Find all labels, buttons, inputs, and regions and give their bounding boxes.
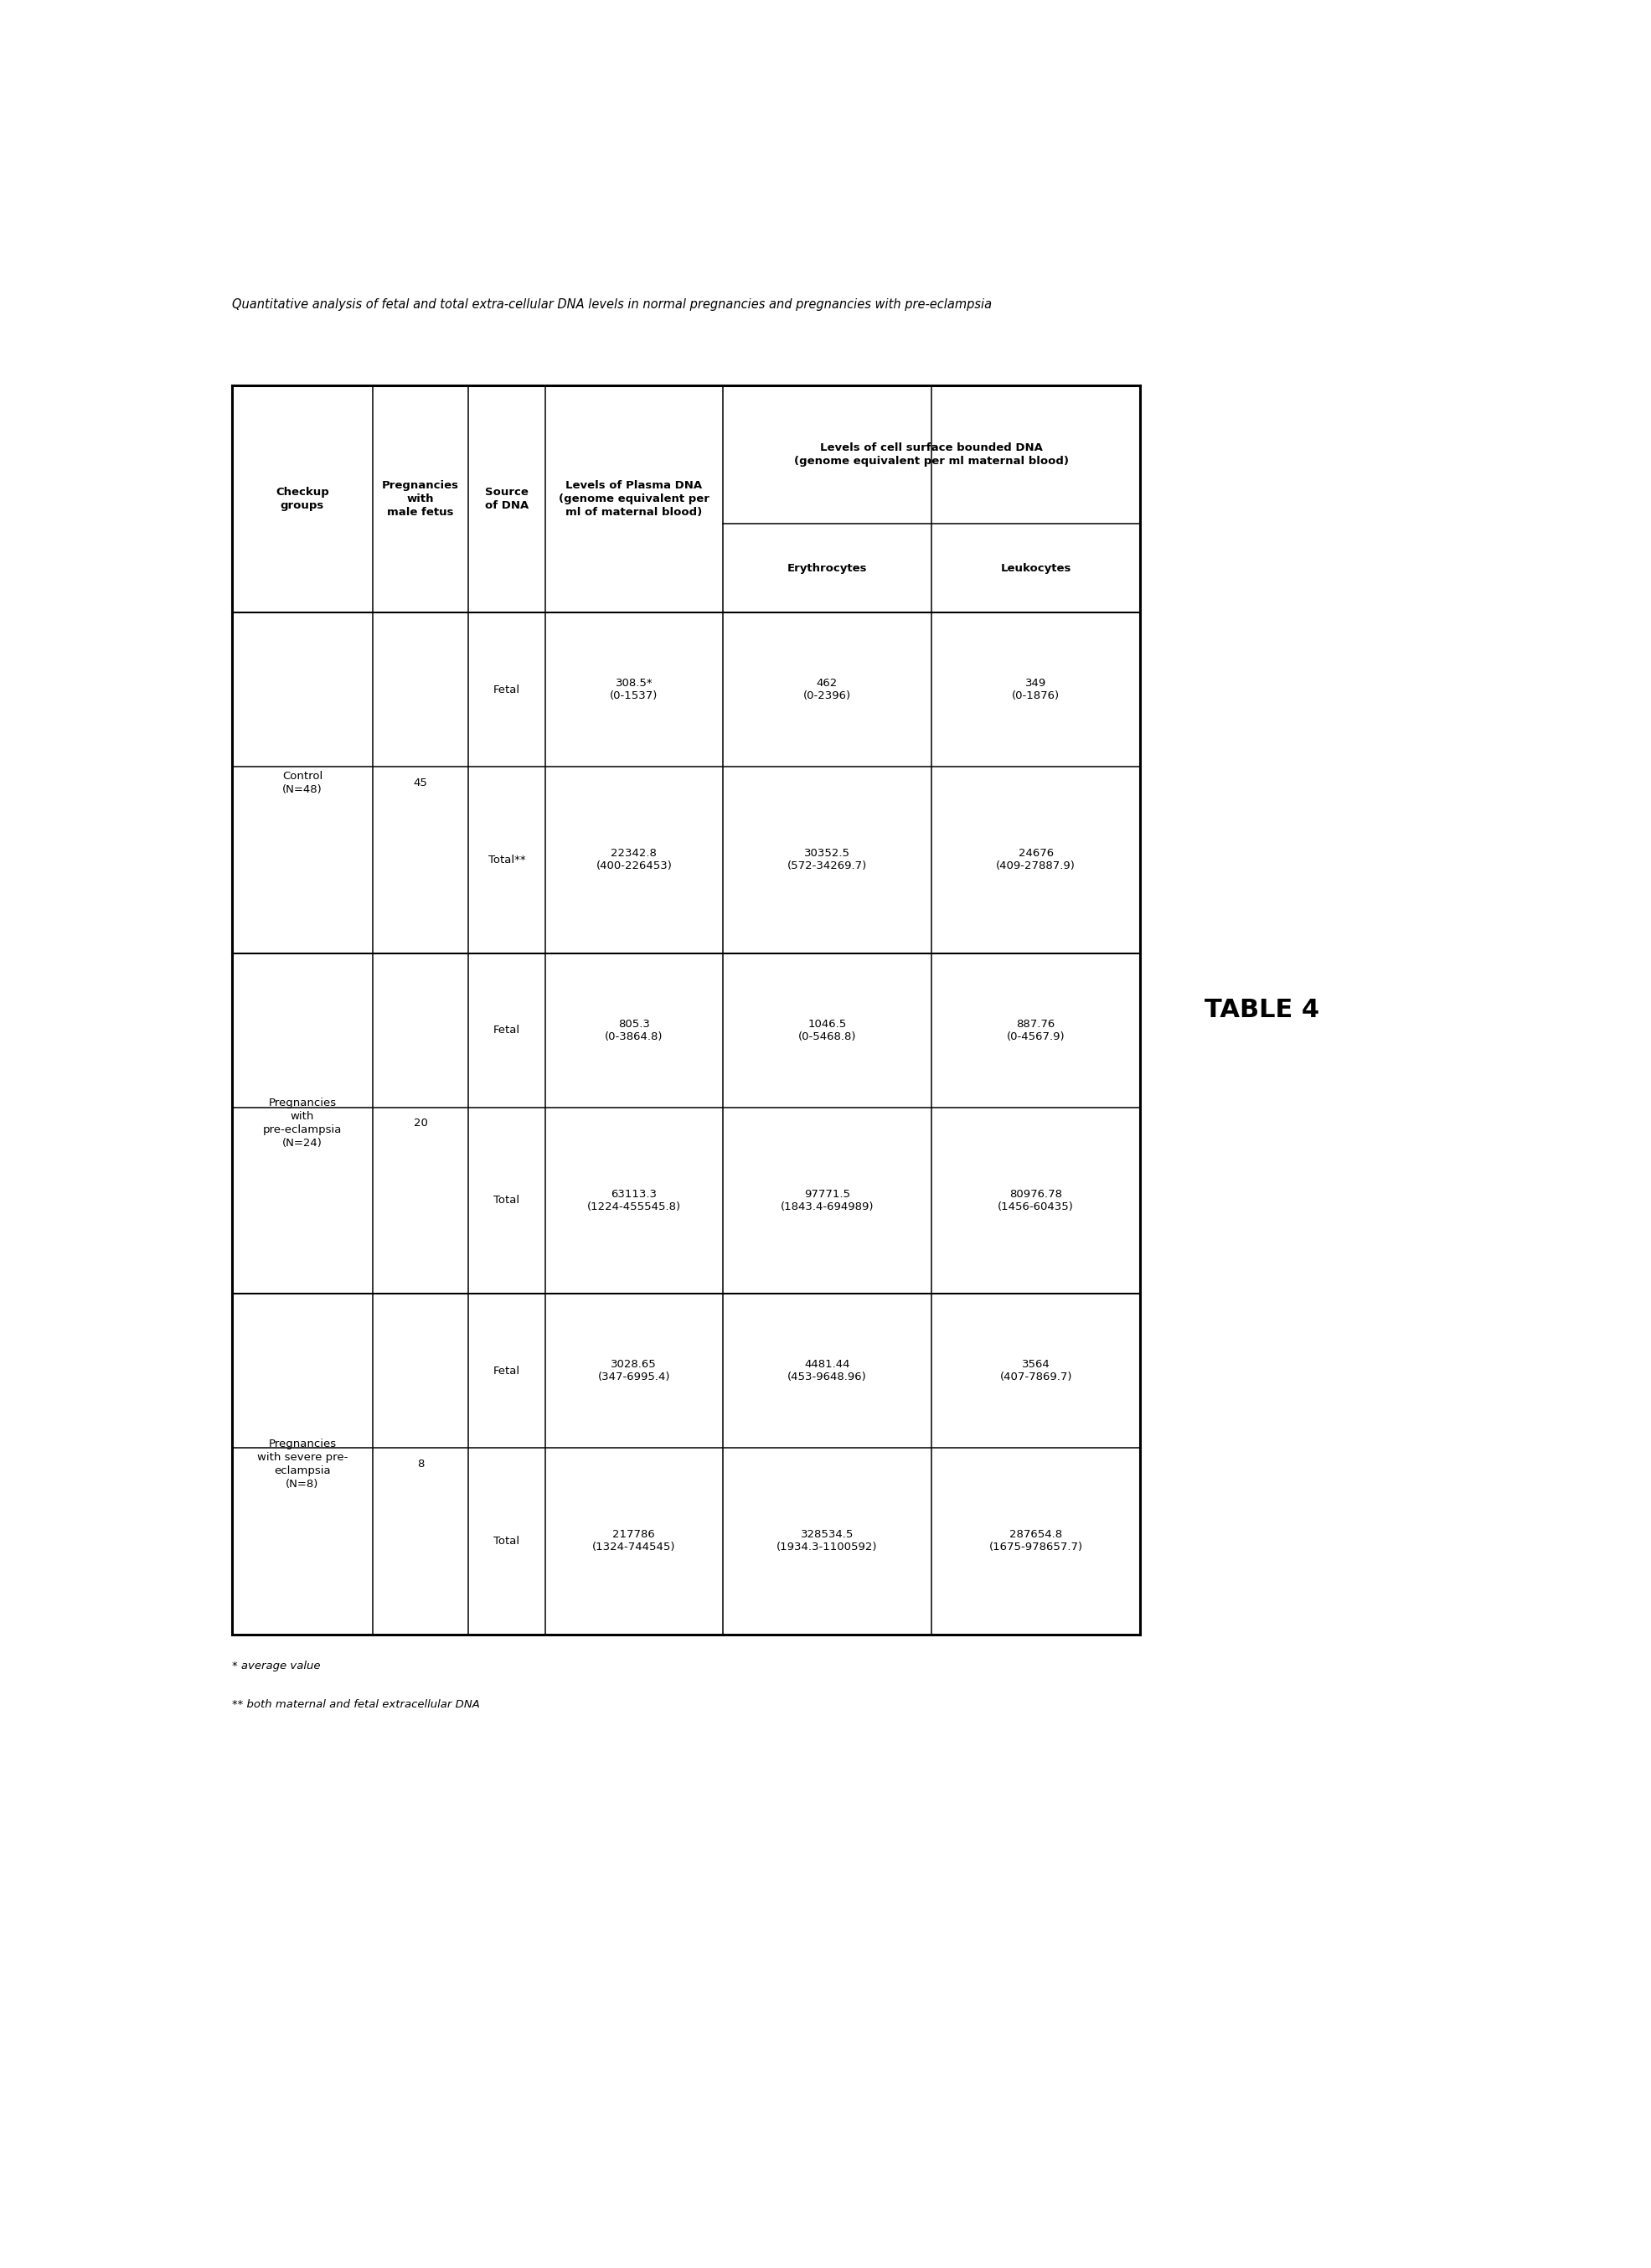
Text: 462
(0-2396): 462 (0-2396)	[802, 678, 850, 701]
Text: Total: Total	[494, 1195, 520, 1207]
Text: Pregnancies
with severe pre-
eclampsia
(N=8): Pregnancies with severe pre- eclampsia (…	[258, 1438, 348, 1490]
Text: Pregnancies
with
male fetus: Pregnancies with male fetus	[381, 481, 459, 517]
Text: 328534.5
(1934.3-1100592): 328534.5 (1934.3-1100592)	[776, 1529, 877, 1554]
Text: Pregnancies
with
pre-eclampsia
(N=24): Pregnancies with pre-eclampsia (N=24)	[263, 1098, 342, 1150]
Text: 1046.5
(0-5468.8): 1046.5 (0-5468.8)	[797, 1018, 857, 1041]
Text: 217786
(1324-744545): 217786 (1324-744545)	[593, 1529, 675, 1554]
Text: Fetal: Fetal	[494, 1025, 520, 1036]
Text: 80976.78
(1456-60435): 80976.78 (1456-60435)	[997, 1188, 1075, 1213]
Text: Fetal: Fetal	[494, 1365, 520, 1377]
Text: Total: Total	[494, 1535, 520, 1547]
Text: 97771.5
(1843.4-694989): 97771.5 (1843.4-694989)	[781, 1188, 873, 1213]
Text: Quantitative analysis of fetal and total extra-cellular DNA levels in normal pre: Quantitative analysis of fetal and total…	[231, 299, 992, 311]
Text: 805.3
(0-3864.8): 805.3 (0-3864.8)	[604, 1018, 664, 1041]
Text: 22342.8
(400-226453): 22342.8 (400-226453)	[596, 848, 672, 871]
Text: 20: 20	[413, 1118, 428, 1129]
Text: 3564
(407-7869.7): 3564 (407-7869.7)	[1001, 1359, 1071, 1383]
Text: 4481.44
(453-9648.96): 4481.44 (453-9648.96)	[788, 1359, 867, 1383]
Text: 24676
(409-27887.9): 24676 (409-27887.9)	[996, 848, 1076, 871]
Text: 349
(0-1876): 349 (0-1876)	[1012, 678, 1060, 701]
Text: TABLE 4: TABLE 4	[1205, 998, 1319, 1023]
Text: Leukocytes: Leukocytes	[1001, 562, 1071, 574]
Text: ** both maternal and fetal extracellular DNA: ** both maternal and fetal extracellular…	[231, 1699, 480, 1710]
Text: Source
of DNA: Source of DNA	[485, 488, 528, 510]
Text: 63113.3
(1224-455545.8): 63113.3 (1224-455545.8)	[588, 1188, 680, 1213]
Text: Erythrocytes: Erythrocytes	[788, 562, 867, 574]
Text: Control
(N=48): Control (N=48)	[282, 771, 322, 796]
Text: Fetal: Fetal	[494, 685, 520, 696]
Text: 308.5*
(0-1537): 308.5* (0-1537)	[609, 678, 659, 701]
Text: 3028.65
(347-6995.4): 3028.65 (347-6995.4)	[598, 1359, 670, 1383]
Text: 287654.8
(1675-978657.7): 287654.8 (1675-978657.7)	[989, 1529, 1083, 1554]
Text: * average value: * average value	[231, 1660, 320, 1672]
Text: Total**: Total**	[489, 855, 525, 866]
Text: 8: 8	[418, 1458, 424, 1470]
Text: Levels of Plasma DNA
(genome equivalent per
ml of maternal blood): Levels of Plasma DNA (genome equivalent …	[558, 481, 710, 517]
Text: Levels of cell surface bounded DNA
(genome equivalent per ml maternal blood): Levels of cell surface bounded DNA (geno…	[794, 442, 1068, 467]
Text: 30352.5
(572-34269.7): 30352.5 (572-34269.7)	[788, 848, 867, 871]
Text: Checkup
groups: Checkup groups	[276, 488, 329, 510]
Text: 45: 45	[413, 778, 428, 789]
Text: 887.76
(0-4567.9): 887.76 (0-4567.9)	[1007, 1018, 1065, 1041]
